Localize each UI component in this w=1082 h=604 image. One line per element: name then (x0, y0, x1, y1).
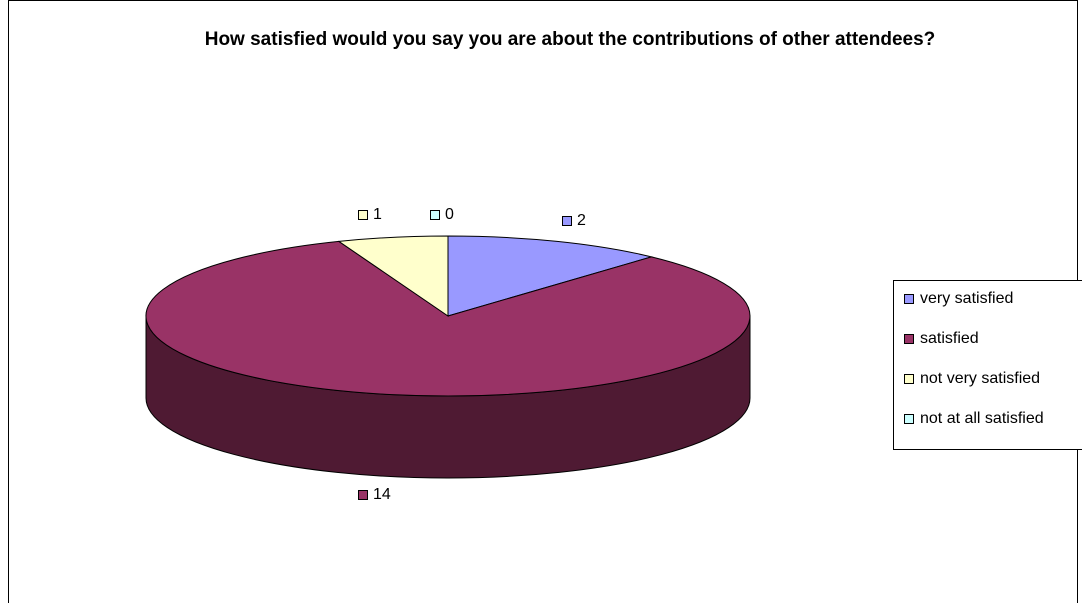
legend-swatch (904, 374, 914, 384)
chart-legend: very satisfied satisfied not very satisfie… (893, 280, 1082, 450)
pie-slice-not-very-satisfied (337, 235, 449, 317)
legend-label: not very satisfied (920, 370, 1041, 387)
data-label-not-at-all-satisfied: 0 (430, 205, 454, 225)
legend-label: not at all satisfied (920, 410, 1044, 427)
chart-title: How satisfied would you say you are abou… (204, 29, 936, 50)
data-label-value: 14 (373, 486, 391, 503)
data-label-value: 1 (373, 206, 382, 223)
data-label-swatch (430, 210, 440, 220)
data-label-value: 0 (445, 206, 454, 223)
legend-swatch (904, 294, 914, 304)
data-label-swatch (358, 490, 368, 500)
legend-item-not-at-all-satisfied: not at all satisfied (904, 409, 1044, 429)
data-label-swatch (562, 216, 572, 226)
data-label-very-satisfied: 2 (562, 211, 586, 231)
data-label-swatch (358, 210, 368, 220)
legend-label: satisfied (920, 330, 979, 347)
pie-slice-satisfied (145, 240, 751, 397)
pie-slice-very-satisfied (447, 235, 654, 317)
legend-label: very satisfied (920, 290, 1014, 307)
data-label-value: 2 (577, 212, 586, 229)
data-label-satisfied: 14 (358, 485, 391, 505)
legend-item-not-very-satisfied: not very satisfied (904, 369, 1040, 389)
legend-swatch (904, 414, 914, 424)
data-label-not-very-satisfied: 1 (358, 205, 382, 225)
legend-item-very-satisfied: very satisfied (904, 289, 1013, 309)
legend-item-satisfied: satisfied (904, 329, 979, 349)
legend-swatch (904, 334, 914, 344)
